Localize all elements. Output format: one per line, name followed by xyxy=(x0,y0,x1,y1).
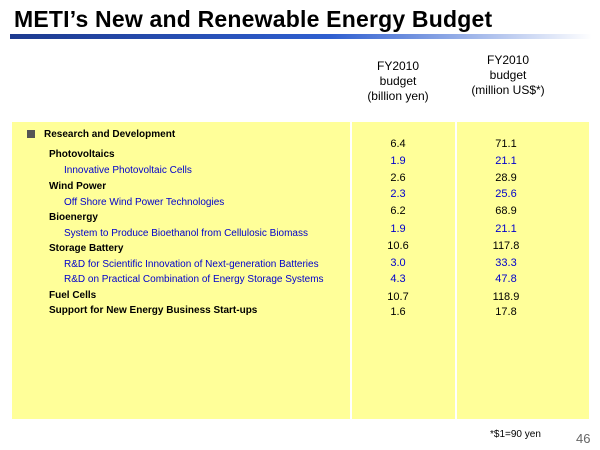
yen-value: 3.0 xyxy=(390,257,406,269)
usd-value: 25.6 xyxy=(495,188,517,200)
usd-value: 117.8 xyxy=(492,240,520,252)
usd-header-line-1: FY2010 xyxy=(486,53,530,67)
usd-value: 21.1 xyxy=(495,223,517,235)
subcategory-label: Off Shore Wind Power Technologies xyxy=(64,197,225,208)
subcategory-label: R&D for Scientific Innovation of Next-ge… xyxy=(64,259,319,270)
page-number: 46 xyxy=(576,431,591,446)
subcategory-label: Innovative Photovoltaic Cells xyxy=(64,165,192,176)
category-label: Bioenergy xyxy=(49,212,98,223)
subcategory-label: R&D on Practical Combination of Energy S… xyxy=(64,274,324,285)
category-label: Wind Power xyxy=(49,181,107,192)
yen-header-line-2: budget xyxy=(379,74,417,88)
yen-value: 1.6 xyxy=(390,306,406,318)
usd-value: 33.3 xyxy=(495,257,517,269)
usd-header-line-2: budget xyxy=(489,68,527,82)
section-label: Research and Development xyxy=(44,129,176,140)
category-label: Fuel Cells xyxy=(49,290,97,301)
yen-header-line-1: FY2010 xyxy=(376,59,420,73)
yen-value: 1.9 xyxy=(390,155,406,167)
usd-value: 21.1 xyxy=(495,155,517,167)
title-underline-bar xyxy=(10,34,592,39)
yen-value: 6.4 xyxy=(390,138,406,150)
slide-title: METI’s New and Renewable Energy Budget xyxy=(14,6,493,32)
budget-table-panel xyxy=(12,122,589,419)
usd-value: 17.8 xyxy=(495,306,517,318)
yen-value: 2.3 xyxy=(390,188,406,200)
usd-value: 68.9 xyxy=(495,205,517,217)
yen-value: 6.2 xyxy=(390,205,406,217)
column-divider-2 xyxy=(455,122,457,419)
yen-value: 1.9 xyxy=(390,223,406,235)
category-label: Photovoltaics xyxy=(49,149,115,160)
yen-value: 2.6 xyxy=(390,172,406,184)
usd-value: 71.1 xyxy=(495,138,517,150)
usd-header-line-3: (million US$*) xyxy=(471,83,545,97)
column-divider-1 xyxy=(350,122,352,419)
usd-column-header: FY2010 budget (million US$*) xyxy=(463,53,553,98)
yen-column-header: FY2010 budget (billion yen) xyxy=(358,59,438,104)
square-bullet-icon xyxy=(27,130,35,138)
footnote: *$1=90 yen xyxy=(490,429,541,440)
category-label: Storage Battery xyxy=(49,243,124,254)
yen-header-line-3: (billion yen) xyxy=(367,89,429,103)
usd-value: 28.9 xyxy=(495,172,517,184)
usd-value: 47.8 xyxy=(495,273,517,285)
category-label: Support for New Energy Business Start-up… xyxy=(49,305,258,316)
yen-value: 10.7 xyxy=(387,291,409,303)
yen-value: 10.6 xyxy=(387,240,409,252)
yen-value: 4.3 xyxy=(390,273,406,285)
usd-value: 118.9 xyxy=(492,291,520,303)
subcategory-label: System to Produce Bioethanol from Cellul… xyxy=(64,228,308,239)
